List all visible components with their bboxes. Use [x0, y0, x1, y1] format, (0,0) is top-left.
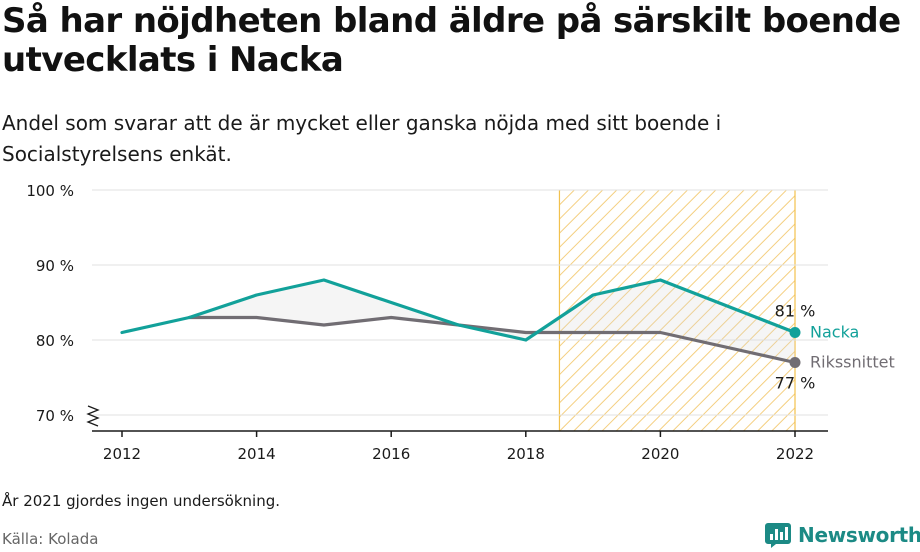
brand-name: Newsworthy	[798, 523, 920, 547]
y-tick-label: 70 %	[36, 407, 74, 425]
difference-band	[189, 280, 796, 363]
series-end-point	[789, 357, 801, 368]
series-line-nacka	[120, 278, 797, 342]
chart-title: Så har nöjdheten bland äldre på särskilt…	[2, 1, 901, 80]
x-tick-label: 2012	[103, 445, 141, 463]
x-tick-label: 2020	[641, 445, 679, 463]
series-value-label: 77 %	[775, 374, 816, 393]
footnote: År 2021 gjordes ingen undersökning.	[2, 492, 281, 510]
x-tick-label: 2014	[238, 445, 276, 463]
brand-logo: Newsworthy	[764, 519, 920, 551]
highlight-period	[559, 190, 795, 431]
chart-subtitle: Andel som svarar att de är mycket eller …	[2, 111, 722, 166]
axis-break-marker	[86, 405, 100, 427]
x-tick-label: 2016	[372, 445, 410, 463]
series-value-label: 81 %	[775, 302, 816, 321]
series-name-label: Nacka	[810, 323, 859, 342]
x-tick-label: 2022	[776, 445, 814, 463]
source-credit: Källa: Kolada	[2, 530, 99, 548]
y-tick-label: 90 %	[36, 257, 74, 275]
series-name-label: Rikssnittet	[810, 353, 895, 372]
line-chart: 70 % 80 % 90 % 100 % 2012 2014 2016 2018 2020 202…	[26, 182, 895, 463]
series-end-point	[789, 327, 801, 338]
y-tick-label: 80 %	[36, 332, 74, 350]
bar-chart-icon	[765, 523, 791, 548]
x-tick-label: 2018	[507, 445, 545, 463]
y-tick-label: 100 %	[26, 182, 74, 200]
